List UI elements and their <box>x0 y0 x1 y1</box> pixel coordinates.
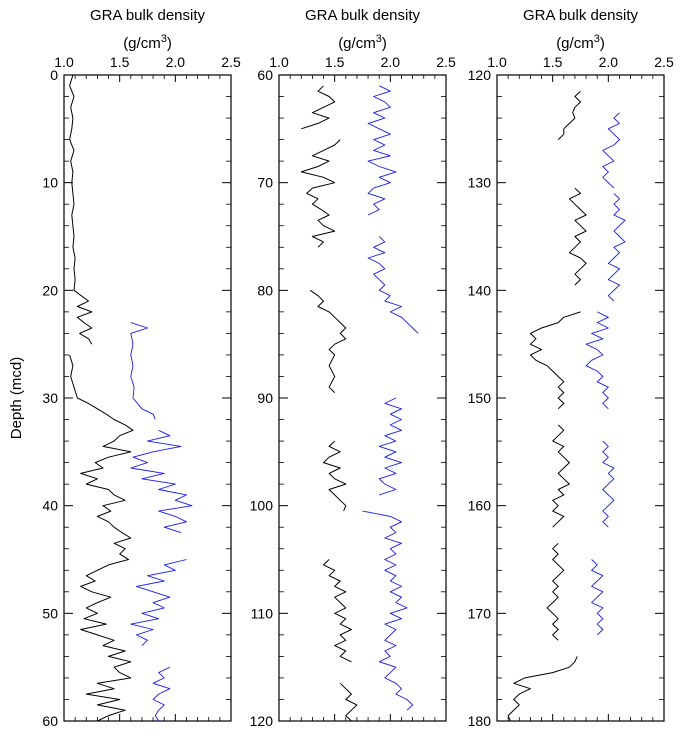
x-axis-unit-label: (g/cm3) <box>556 33 605 52</box>
density-trace-black <box>529 311 581 410</box>
y-tick-label: 90 <box>257 390 273 406</box>
density-trace-black <box>507 656 578 722</box>
density-trace-black <box>552 424 570 528</box>
x-tick-label: 2.0 <box>166 54 186 70</box>
x-tick-label: 1.5 <box>110 54 130 70</box>
y-tick-label: 80 <box>257 282 273 298</box>
y-tick-label: 120 <box>250 713 274 729</box>
density-trace-blue <box>602 440 615 528</box>
density-trace-black <box>546 542 565 641</box>
y-tick-label: 40 <box>42 498 58 514</box>
density-trace-black <box>568 187 587 286</box>
y-tick-label: 50 <box>42 605 58 621</box>
chart-title: GRA bulk density <box>90 7 206 24</box>
x-tick-label: 1.5 <box>325 54 345 70</box>
x-tick-label: 2.0 <box>599 54 619 70</box>
density-trace-blue <box>130 429 193 534</box>
x-tick-label: 2.5 <box>221 54 241 70</box>
density-trace-blue <box>130 559 187 646</box>
density-trace-black <box>69 74 93 345</box>
chart-panel-1: GRA bulk density (g/cm3) 1.0 1.5 2.0 2.5 0 10 20… <box>42 7 241 729</box>
y-tick-label: 180 <box>468 713 492 729</box>
chart-panel-3: GRA bulk density (g/cm3) 1.0 1.5 2.0 2.5 120 13… <box>468 7 674 729</box>
density-trace-blue <box>362 510 414 711</box>
density-trace-blue <box>602 112 620 189</box>
x-axis-unit-label: (g/cm3) <box>123 33 172 52</box>
y-tick-label: 10 <box>42 175 58 191</box>
density-trace-black <box>301 85 336 130</box>
density-trace-blue <box>152 666 171 722</box>
y-tick-label: 160 <box>468 498 492 514</box>
density-trace-blue <box>367 85 397 216</box>
y-tick-label: 140 <box>468 282 492 298</box>
y-tick-label: 170 <box>468 605 492 621</box>
y-tick-label: 150 <box>468 390 492 406</box>
panels: GRA bulk density (g/cm3) 1.0 1.5 2.0 2.5 0 10 20… <box>42 7 674 729</box>
y-tick-label: 100 <box>250 498 274 514</box>
y-tick-label: 60 <box>257 67 273 83</box>
density-trace-blue <box>378 397 402 496</box>
density-trace-black <box>323 440 347 512</box>
x-tick-label: 1.0 <box>269 54 289 70</box>
x-tick-label: 1.0 <box>487 54 507 70</box>
y-tick-label: 70 <box>257 175 273 191</box>
y-tick-label: 60 <box>42 713 58 729</box>
x-tick-label: 1.5 <box>543 54 563 70</box>
density-trace-black <box>69 354 134 722</box>
x-tick-label: 1.0 <box>54 54 74 70</box>
x-tick-label: 2.5 <box>436 54 456 70</box>
density-trace-black <box>557 90 581 140</box>
chart-title: GRA bulk density <box>523 7 639 24</box>
chart-panel-2: GRA bulk density (g/cm3) 1.0 1.5 2.0 2.5 60 70 8… <box>250 7 456 729</box>
density-trace-blue <box>591 559 604 636</box>
density-trace-black <box>309 289 347 393</box>
y-axis-label: Depth (mcd) <box>8 357 25 440</box>
x-tick-label: 2.5 <box>654 54 674 70</box>
density-trace-black <box>339 682 358 722</box>
chart-title: GRA bulk density <box>305 7 421 24</box>
y-tick-label: 130 <box>468 175 492 191</box>
y-tick-label: 20 <box>42 282 58 298</box>
x-tick-label: 2.0 <box>381 54 401 70</box>
density-trace-blue <box>585 311 609 410</box>
plot-frame <box>278 74 447 722</box>
plot-frame <box>496 74 665 722</box>
y-tick-label: 30 <box>42 390 58 406</box>
y-tick-label: 0 <box>50 67 58 83</box>
y-tick-label: 120 <box>468 67 492 83</box>
density-trace-blue <box>367 236 419 334</box>
density-trace-black <box>323 559 352 663</box>
density-trace-blue <box>607 193 626 302</box>
x-axis-unit-label: (g/cm3) <box>338 33 387 52</box>
density-trace-black <box>300 139 341 248</box>
density-trace-blue <box>130 322 156 420</box>
plot-frame <box>63 74 232 722</box>
y-tick-label: 110 <box>251 605 274 621</box>
